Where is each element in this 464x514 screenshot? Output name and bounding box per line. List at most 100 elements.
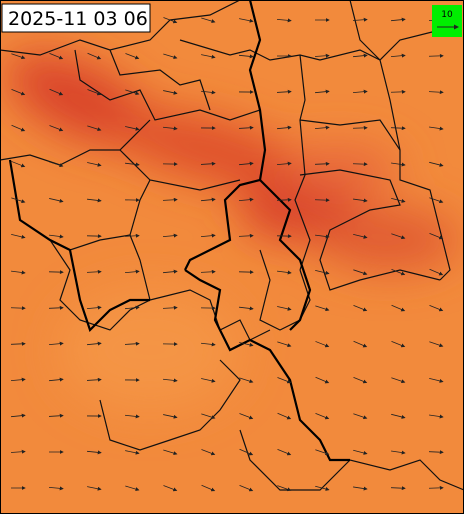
wind-arrow: [315, 305, 330, 312]
wind-arrow: [239, 484, 254, 492]
wind-arrow: [429, 126, 444, 131]
wind-arrow: [314, 53, 330, 58]
wind-arrow: [162, 305, 178, 310]
scale-label: 10: [441, 10, 453, 20]
wind-arrow: [277, 377, 292, 384]
wind-arrow: [163, 449, 178, 456]
wind-arrow: [125, 126, 140, 131]
wind-arrow: [201, 54, 216, 59]
wind-arrow: [353, 486, 368, 491]
wind-arrow: [11, 53, 26, 60]
wind-arrow: [315, 412, 330, 420]
wind-arrow: [276, 89, 292, 94]
wind-arrow: [391, 341, 406, 348]
wind-arrow: [49, 234, 64, 239]
wind-arrow: [11, 197, 26, 204]
wind-arrow: [239, 342, 254, 347]
wind-arrow: [201, 449, 216, 456]
wind-arrow: [315, 341, 330, 348]
wind-arrow: [163, 485, 178, 492]
wind-arrow: [390, 486, 406, 491]
wind-arrow: [391, 377, 406, 384]
wind-arrow: [238, 161, 254, 166]
wind-arrow: [391, 450, 406, 455]
wind-arrow: [428, 450, 444, 455]
wind-arrow: [200, 90, 216, 95]
wind-arrow: [276, 125, 292, 130]
wind-arrow: [11, 89, 26, 96]
wind-arrow: [10, 413, 26, 418]
wind-arrow: [162, 269, 178, 274]
wind-arrow: [239, 413, 254, 420]
wind-arrow: [429, 305, 444, 312]
wind-arrow: [353, 340, 368, 348]
borders: [0, 0, 464, 491]
wind-arrow: [200, 197, 216, 202]
wind-arrow: [352, 162, 368, 167]
wind-arrow: [390, 53, 406, 58]
wind-arrow: [353, 377, 368, 384]
wind-arrow: [390, 89, 406, 94]
wind-arrow: [200, 233, 216, 238]
intensity-field: [6, 53, 460, 410]
wind-arrow: [11, 234, 26, 239]
wind-arrow: [48, 377, 64, 382]
wind-arrow: [239, 448, 254, 456]
wind-arrow: [315, 234, 330, 239]
wind-arrow: [201, 413, 216, 420]
wind-arrow: [239, 18, 254, 23]
wind-arrow: [315, 270, 330, 275]
wind-arrow: [429, 268, 444, 276]
wind-arrow: [277, 412, 292, 420]
wind-arrow: [124, 341, 140, 346]
wind-arrow: [391, 197, 406, 203]
wind-arrow: [429, 377, 444, 383]
wind-arrow: [200, 342, 216, 347]
wind-arrow: [124, 162, 140, 167]
wind-arrow: [125, 53, 140, 60]
wind-arrow: [11, 161, 26, 168]
wind-arrow: [276, 197, 292, 202]
wind-arrow: [353, 198, 368, 203]
timestamp: 2025-11 03 06: [8, 8, 148, 30]
scale-box: [432, 5, 462, 37]
wind-arrow: [10, 341, 26, 346]
wind-arrow: [391, 162, 406, 167]
wind-arrow: [277, 448, 292, 456]
wind-arrow: [49, 88, 64, 96]
wind-arrow: [11, 270, 26, 275]
wind-arrow: [201, 378, 216, 383]
wind-arrow: [352, 17, 368, 22]
wind-arrow: [11, 124, 26, 132]
wind-arrows: [10, 16, 444, 492]
wind-arrow: [353, 413, 368, 420]
wind-arrow: [86, 377, 102, 382]
wind-arrow: [429, 161, 444, 167]
wind-arrow: [429, 341, 444, 348]
wind-arrow: [87, 162, 102, 167]
wind-arrow: [277, 485, 292, 492]
wind-arrow: [87, 198, 102, 203]
wind-arrow: [239, 306, 254, 311]
wind-arrow: [200, 161, 216, 166]
wind-arrow: [352, 125, 368, 130]
wind-arrow: [124, 414, 140, 419]
wind-arrow: [353, 449, 368, 455]
wind-arrow: [390, 17, 406, 22]
wind-arrow: [201, 17, 216, 24]
wind-arrow: [277, 270, 292, 275]
wind-arrow: [48, 486, 64, 491]
wind-arrow: [86, 450, 102, 455]
wind-arrow: [124, 305, 140, 310]
wind-arrow: [163, 90, 178, 95]
wind-arrow: [238, 125, 254, 130]
wind-arrow: [86, 305, 102, 310]
wind-arrow: [390, 126, 406, 131]
wind-arrow: [49, 125, 64, 132]
wind-arrow: [428, 485, 444, 490]
wind-arrow: [162, 126, 178, 131]
wind-arrow: [429, 197, 444, 204]
wind-arrow: [315, 485, 330, 491]
